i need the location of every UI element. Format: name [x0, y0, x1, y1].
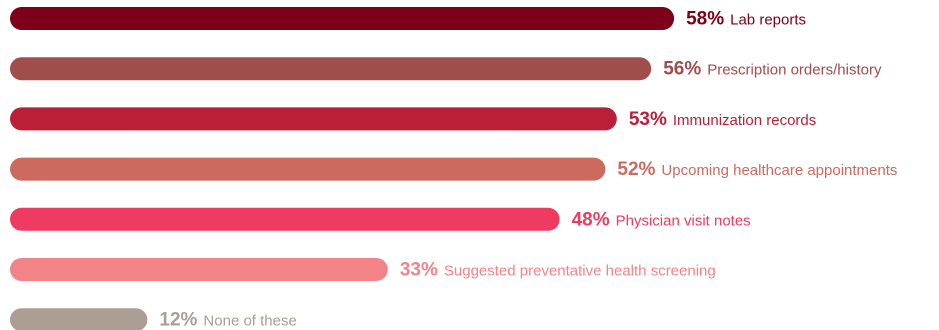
bar	[10, 308, 148, 330]
bar	[10, 7, 675, 30]
bar-group: 12% None of these	[10, 308, 297, 330]
bar	[10, 207, 560, 231]
category-label: Upcoming healthcare appointments	[661, 162, 897, 179]
bar-label: 48% Physician visit notes	[572, 209, 751, 230]
bar-label: 58% Lab reports	[686, 9, 806, 30]
bar-group: 56% Prescription orders/history	[10, 57, 882, 81]
category-label: Immunization records	[673, 112, 816, 129]
value-label: 48%	[572, 209, 610, 230]
value-label: 58%	[686, 9, 724, 30]
value-label: 12%	[159, 310, 197, 330]
value-label: 52%	[617, 159, 655, 180]
bar-label: 56% Prescription orders/history	[663, 59, 882, 80]
bar-label: 53% Immunization records	[629, 109, 816, 130]
category-label: Lab reports	[730, 12, 806, 29]
bar	[10, 107, 617, 131]
bar-label: 33% Suggested preventative health screeni…	[400, 260, 716, 281]
bar	[10, 157, 606, 181]
value-label: 53%	[629, 109, 667, 130]
category-label: None of these	[203, 313, 296, 330]
bar	[10, 258, 388, 281]
bar-label: 12% None of these	[159, 310, 296, 330]
bar-group: 48% Physician visit notes	[10, 207, 751, 231]
bar-group: 52% Upcoming healthcare appointments	[10, 157, 897, 181]
category-label: Prescription orders/history	[707, 62, 882, 79]
bar	[10, 57, 652, 81]
value-label: 56%	[663, 59, 701, 80]
value-label: 33%	[400, 260, 438, 281]
bar-group: 58% Lab reports	[10, 7, 806, 30]
category-label: Physician visit notes	[616, 212, 751, 229]
bar-group: 53% Immunization records	[10, 107, 816, 131]
bar-label: 52% Upcoming healthcare appointments	[617, 159, 897, 180]
category-label: Suggested preventative health screening	[444, 263, 716, 280]
bar-group: 33% Suggested preventative health screeni…	[10, 258, 716, 281]
